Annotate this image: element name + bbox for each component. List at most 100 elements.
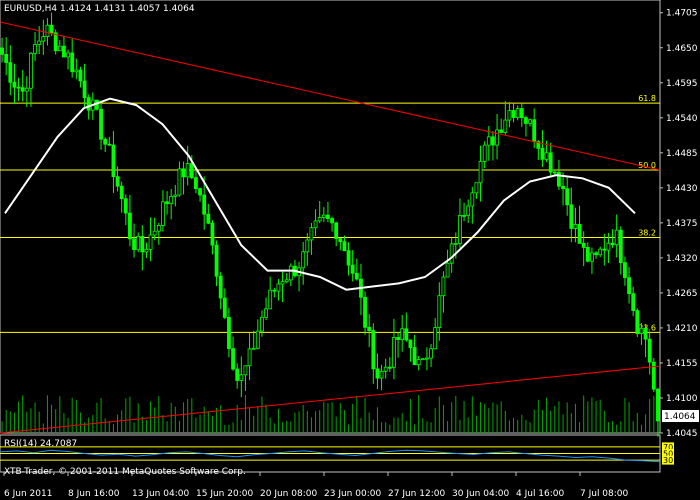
- rsi-level-box: [662, 455, 674, 465]
- candle-bear: [342, 241, 347, 252]
- volume-bars: [1, 395, 659, 433]
- rsi-level-label: 50: [663, 450, 673, 459]
- candle-bear: [565, 188, 570, 206]
- candle-bear: [4, 53, 9, 63]
- x-tick-label: 8 Jun 16:00: [68, 489, 120, 499]
- candle-bear: [198, 188, 202, 196]
- candle-bull: [37, 40, 42, 45]
- candle-bear: [86, 97, 91, 111]
- candle-bear: [82, 80, 87, 98]
- candle-bull: [486, 136, 491, 146]
- candle-bear: [8, 62, 13, 83]
- candle-bull: [528, 119, 532, 124]
- candle-bull: [264, 308, 268, 318]
- candle-bull: [301, 251, 306, 269]
- candle-bear: [631, 293, 636, 311]
- candle-bull: [185, 163, 190, 178]
- candle-bull: [429, 348, 433, 359]
- candle-bull: [458, 215, 462, 244]
- current-price-label: 1.4064: [664, 412, 696, 422]
- candle-bear: [354, 272, 359, 280]
- y-tick-label: 1.4375: [666, 219, 698, 229]
- candle-bear: [202, 194, 207, 215]
- candle-bull: [136, 235, 141, 251]
- candle-bull: [321, 214, 326, 218]
- y-tick-label: 1.4595: [666, 79, 698, 89]
- candle-bull: [169, 195, 174, 205]
- candle-bull: [268, 289, 273, 310]
- candle-bull: [379, 370, 384, 379]
- candle-bull: [445, 262, 450, 278]
- candle-bear: [53, 32, 58, 52]
- rsi-line: [0, 449, 661, 463]
- candle-bull: [305, 239, 310, 253]
- candle-bull: [41, 36, 46, 42]
- candle-bear: [218, 275, 223, 299]
- candle-bear: [99, 108, 103, 140]
- candle-bull: [161, 201, 165, 226]
- candle-bear: [12, 81, 17, 88]
- candle-bear: [404, 328, 409, 341]
- candle-bear: [338, 238, 343, 243]
- candle-bull: [449, 243, 454, 264]
- candle-bear: [610, 242, 615, 246]
- candle-bear: [115, 176, 120, 187]
- candle-bull: [45, 24, 50, 37]
- candle-bear: [585, 247, 590, 262]
- candle-bull: [255, 330, 260, 349]
- candle-bear: [643, 327, 648, 340]
- candle-bear: [189, 163, 194, 179]
- symbol-label: EURUSD,H4: [4, 4, 58, 14]
- candle-bear: [272, 289, 277, 292]
- candle-bull: [284, 279, 289, 283]
- candle-bull: [177, 168, 182, 196]
- candle-bull: [507, 110, 512, 121]
- upper-trendline[interactable]: [0, 21, 661, 171]
- x-tick-label: 13 Jun 04:00: [132, 489, 189, 499]
- candle-bull: [156, 225, 161, 232]
- candle-bear: [210, 222, 215, 246]
- candle-bear: [367, 326, 372, 331]
- candle-bull: [24, 87, 29, 92]
- candle-bull: [466, 205, 471, 216]
- candle-bull: [243, 365, 248, 376]
- candle-bear: [408, 339, 413, 348]
- ohlc-values: 1.4124 1.4131 1.4057 1.4064: [60, 4, 195, 14]
- candle-bull: [420, 358, 425, 361]
- candle-bear: [524, 117, 528, 124]
- candle-bull: [470, 192, 475, 207]
- x-tick-label: 15 Jun 20:00: [196, 489, 253, 499]
- x-tick-label: 27 Jun 12:00: [388, 489, 445, 499]
- candle-bear: [103, 138, 108, 145]
- candle-bull: [437, 295, 442, 328]
- candle-bear: [387, 366, 392, 369]
- candle-bull: [239, 374, 244, 381]
- candle-bull: [478, 161, 483, 184]
- rsi-level-label: 70: [663, 443, 673, 452]
- candle-bear: [165, 201, 169, 205]
- rsi-level-box: [662, 449, 674, 458]
- candle-bull: [280, 281, 285, 285]
- candle-bull: [639, 327, 644, 335]
- x-tick-label: 6 Jun 2011: [4, 489, 52, 499]
- candle-bear: [326, 214, 330, 219]
- candle-bear: [491, 136, 495, 146]
- candle-bear: [577, 223, 582, 244]
- candle-bear: [557, 171, 561, 187]
- fib-label: 50.0: [638, 161, 656, 170]
- candle-bull: [152, 230, 157, 236]
- lower-trendline[interactable]: [0, 365, 661, 434]
- candle-bear: [119, 185, 124, 200]
- candle-bear: [396, 337, 400, 341]
- candle-bull: [33, 44, 37, 54]
- candle-bear: [194, 177, 198, 189]
- candle-bear: [532, 119, 537, 143]
- x-tick-label: 30 Jun 04:00: [452, 489, 509, 499]
- candle-bear: [16, 86, 21, 89]
- candle-bear: [375, 368, 380, 379]
- candle-bear: [602, 248, 607, 251]
- price-axis: 1.4705 1.4650 1.4595 1.4540 1.4485 1.4430 1.43…: [660, 9, 698, 439]
- candle-bear: [561, 185, 565, 190]
